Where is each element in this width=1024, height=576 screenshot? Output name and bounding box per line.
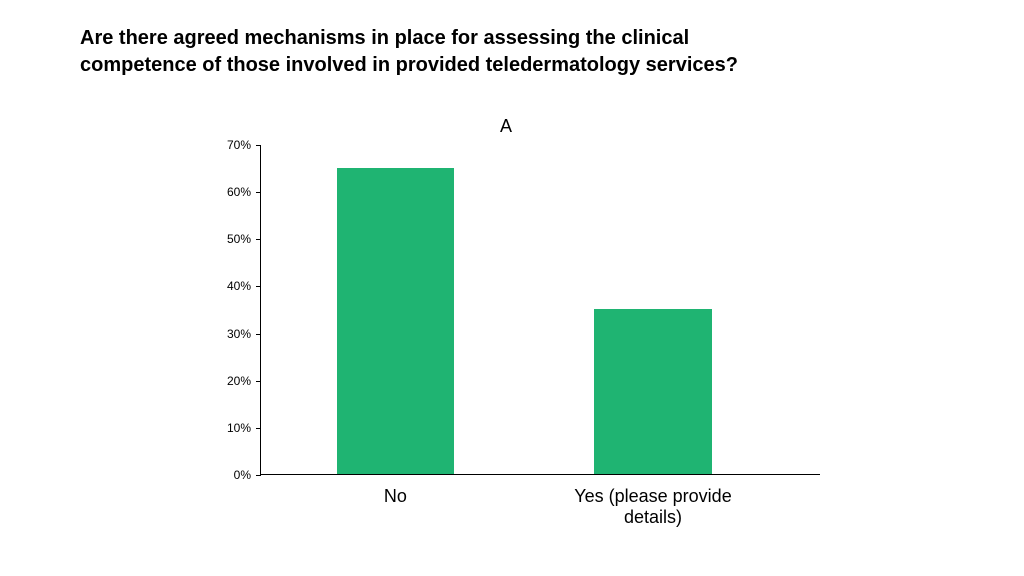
y-tick-mark (256, 192, 261, 193)
chart-subtitle: A (500, 116, 512, 137)
page-title: Are there agreed mechanisms in place for… (80, 25, 780, 79)
y-tick-label: 70% (227, 138, 251, 152)
y-tick-label: 20% (227, 374, 251, 388)
y-tick-label: 10% (227, 421, 251, 435)
category-label: No (384, 486, 407, 507)
y-tick-mark (256, 381, 261, 382)
bar (337, 168, 455, 474)
y-tick-label: 40% (227, 279, 251, 293)
y-tick-mark (256, 428, 261, 429)
y-tick-label: 60% (227, 185, 251, 199)
y-tick-mark (256, 239, 261, 240)
y-tick-mark (256, 334, 261, 335)
y-tick-label: 30% (227, 327, 251, 341)
bar-chart: 0%10%20%30%40%50%60%70%NoYes (please pro… (260, 145, 820, 475)
y-tick-mark (256, 145, 261, 146)
y-tick-mark (256, 286, 261, 287)
y-tick-label: 50% (227, 232, 251, 246)
y-tick-label: 0% (234, 468, 251, 482)
y-tick-mark (256, 475, 261, 476)
category-label: Yes (please provide details) (570, 486, 737, 528)
bar (594, 309, 712, 474)
